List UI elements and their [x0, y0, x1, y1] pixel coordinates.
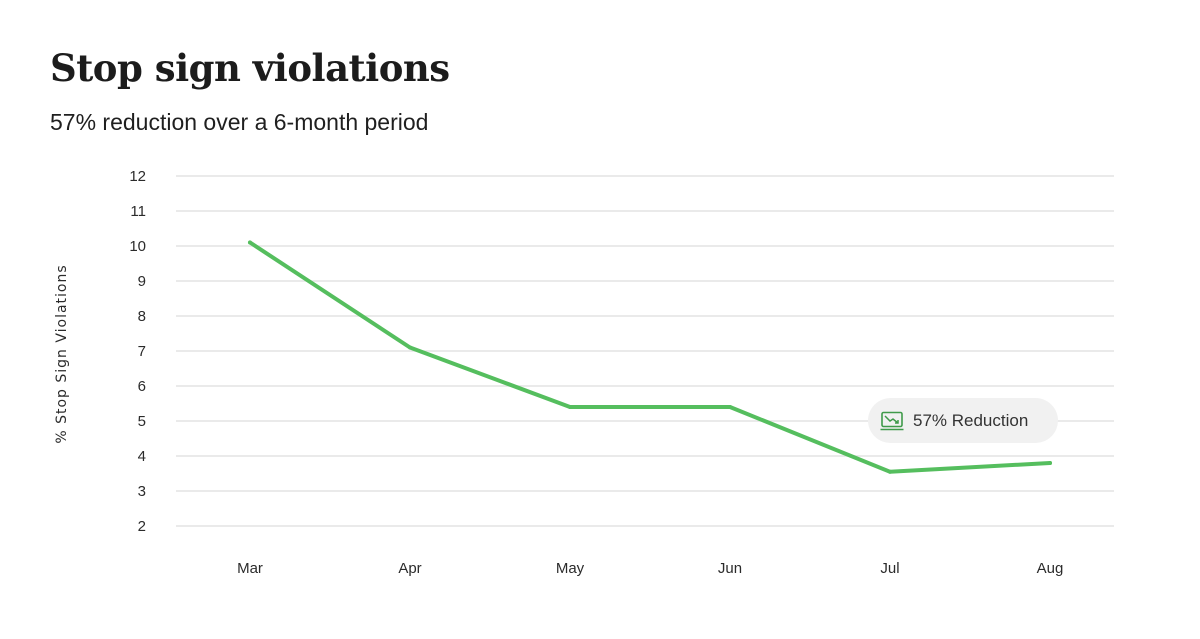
data-point — [408, 345, 412, 350]
y-tick-label: 8 — [138, 308, 146, 325]
series-line — [248, 240, 1052, 474]
x-tick-label: Mar — [237, 560, 263, 577]
x-tick-label: May — [556, 560, 585, 577]
trending-down-chart-icon — [880, 411, 904, 431]
data-point — [888, 469, 892, 474]
grid-lines — [176, 175, 1114, 527]
y-tick-label: 6 — [138, 378, 146, 395]
series-layer — [248, 240, 1052, 474]
y-tick-label: 9 — [138, 273, 146, 290]
x-tick-label: Jul — [880, 560, 899, 577]
y-tick-label: 2 — [138, 518, 146, 535]
y-tick-label: 3 — [138, 483, 146, 500]
reduction-badge: 57% Reduction — [868, 398, 1058, 443]
reduction-badge-label: 57% Reduction — [913, 410, 1029, 430]
data-point — [248, 240, 252, 245]
x-tick-label: Jun — [718, 560, 742, 577]
data-point — [728, 405, 732, 409]
y-axis-ticks: 2 3 4 5 6 7 8 9 10 11 12 — [129, 168, 146, 535]
y-tick-label: 12 — [129, 168, 146, 185]
data-point — [1048, 461, 1052, 465]
x-tick-label: Apr — [398, 560, 421, 577]
y-tick-label: 7 — [138, 343, 146, 360]
y-tick-label: 10 — [129, 238, 146, 255]
y-tick-label: 5 — [138, 413, 146, 430]
y-axis-title: % Stop Sign Violations — [54, 264, 70, 443]
x-axis-ticks: Mar Apr May Jun Jul Aug — [237, 560, 1063, 577]
chart-title: Stop sign violations — [50, 46, 450, 90]
y-tick-label: 11 — [130, 203, 146, 220]
x-tick-label: Aug — [1037, 560, 1064, 577]
data-point — [568, 405, 572, 409]
chart-subtitle: 57% reduction over a 6-month period — [50, 109, 429, 135]
y-tick-label: 4 — [138, 448, 146, 465]
